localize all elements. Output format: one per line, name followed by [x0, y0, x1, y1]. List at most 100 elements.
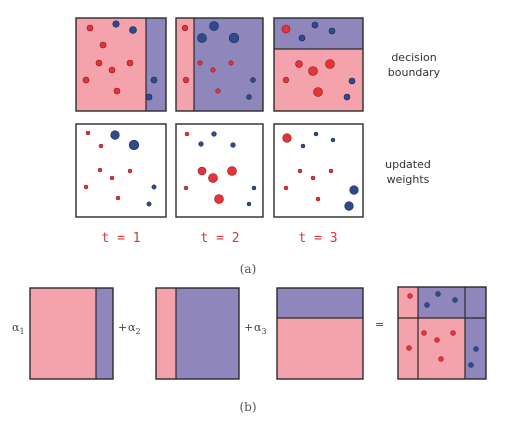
updated-weights-label-line2: weights — [387, 173, 430, 186]
blue-point — [247, 95, 252, 100]
blue-point — [436, 292, 441, 297]
blue-point — [252, 186, 256, 190]
blue-point — [469, 363, 474, 368]
weights-panel-2 — [176, 124, 263, 217]
red-point — [198, 167, 206, 175]
region-pink — [176, 18, 194, 111]
red-point — [309, 67, 318, 76]
alpha1-symbol: α1 — [12, 321, 25, 336]
red-point — [314, 88, 323, 97]
panel-frame — [76, 124, 166, 217]
weights-panel-1 — [76, 124, 166, 217]
blue-point — [151, 77, 157, 83]
blue-point — [299, 35, 305, 41]
red-point — [128, 169, 132, 173]
blue-point — [329, 28, 335, 34]
red-point — [183, 77, 189, 83]
decision-boundary-label-line1: decision — [391, 51, 436, 64]
alpha3-symbol: α3 — [254, 321, 267, 336]
red-point — [228, 167, 237, 176]
red-point — [84, 185, 88, 189]
plus-sign-2: + — [244, 321, 253, 334]
region-pink — [30, 288, 96, 379]
blue-point — [152, 185, 156, 189]
region-purple — [176, 288, 239, 379]
region-purple-top — [418, 287, 486, 318]
blue-point — [474, 347, 479, 352]
red-point — [408, 294, 413, 299]
blue-point — [229, 33, 239, 43]
alpha3-term: α3 — [254, 321, 267, 336]
region-pink — [277, 318, 363, 379]
red-point — [283, 134, 292, 143]
red-point — [229, 61, 233, 65]
red-point — [116, 196, 120, 200]
blue-point — [312, 22, 318, 28]
blue-point — [212, 132, 217, 137]
updated-weights-label-line1: updated — [385, 158, 431, 171]
red-point — [284, 186, 288, 190]
blue-point — [198, 34, 207, 43]
blue-point — [247, 202, 251, 206]
red-point — [110, 176, 114, 180]
red-point — [311, 176, 315, 180]
red-point — [87, 25, 93, 31]
red-point — [98, 168, 102, 172]
red-point — [100, 42, 106, 48]
blue-point — [349, 78, 355, 84]
red-point — [215, 195, 224, 204]
panel-b-caption: (b) — [239, 400, 256, 414]
blue-point — [210, 22, 219, 31]
round-label-3: t = 3 — [298, 231, 337, 246]
weak-learner-3 — [277, 288, 363, 379]
blue-point — [425, 303, 430, 308]
red-point — [435, 338, 440, 343]
red-point — [329, 169, 333, 173]
boundary-panel-3 — [274, 18, 363, 111]
red-point — [439, 357, 444, 362]
blue-point — [146, 94, 152, 100]
weights-panel-3 — [274, 124, 363, 217]
region-purple — [274, 18, 363, 49]
region-purple — [194, 18, 263, 111]
decision-boundary-label-line2: boundary — [388, 66, 441, 79]
red-point — [316, 197, 320, 201]
alpha2-term: α2 — [128, 321, 141, 336]
red-point — [282, 25, 290, 33]
blue-point — [251, 78, 256, 83]
red-point — [326, 60, 335, 69]
blue-point — [331, 138, 335, 142]
red-point — [184, 186, 188, 190]
blue-point — [147, 202, 151, 206]
blue-point — [345, 202, 354, 211]
panel-a-caption: (a) — [240, 262, 257, 276]
blue-point — [199, 142, 204, 147]
red-point — [109, 67, 115, 73]
red-point — [211, 68, 215, 72]
plus-sign-1: + — [118, 321, 127, 334]
red-point — [198, 61, 202, 65]
red-point — [407, 346, 412, 351]
weak-learner-2 — [156, 288, 239, 379]
blue-point — [453, 298, 458, 303]
blue-point — [129, 140, 139, 150]
red-point — [96, 60, 102, 66]
blue-point — [231, 143, 236, 148]
region-pink — [156, 288, 176, 379]
red-point — [209, 174, 218, 183]
blue-point — [130, 27, 137, 34]
blue-point — [350, 186, 359, 195]
red-point — [298, 169, 302, 173]
red-point — [182, 25, 188, 31]
blue-point — [344, 94, 350, 100]
red-point — [283, 77, 289, 83]
blue-point — [314, 132, 318, 136]
round-label-1: t = 1 — [101, 231, 140, 246]
combined-classifier — [398, 287, 486, 379]
red-point — [99, 144, 103, 148]
blue-point — [301, 144, 305, 148]
red-point — [216, 89, 220, 93]
blue-point — [113, 21, 119, 27]
blue-point — [111, 131, 120, 140]
